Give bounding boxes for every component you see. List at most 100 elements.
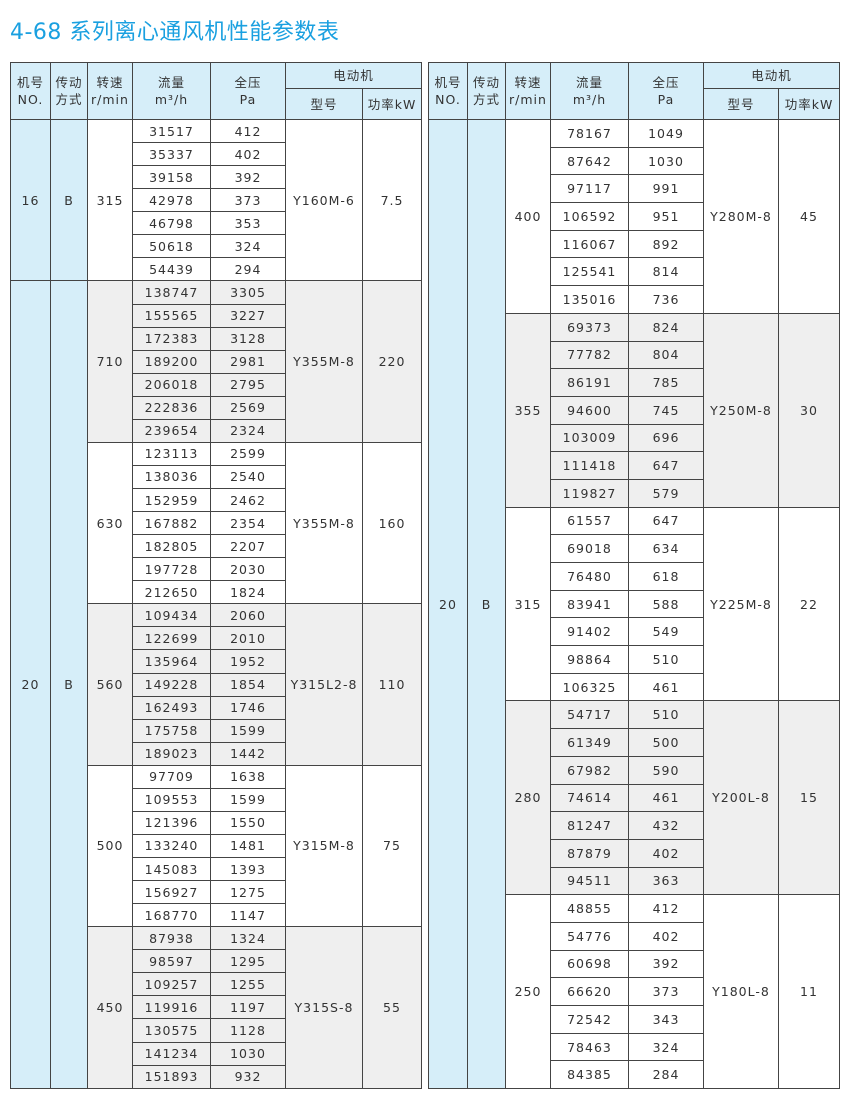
- pressure: 647: [628, 506, 704, 536]
- pressure: 618: [628, 562, 704, 591]
- pressure: 1147: [210, 903, 286, 928]
- flow: 116067: [550, 229, 629, 259]
- flow: 54717: [550, 700, 629, 730]
- flow: 212650: [132, 580, 211, 605]
- drive-type: B: [50, 118, 88, 282]
- header-pressure-label: 全压: [652, 75, 680, 90]
- header-drive-label: 传动: [55, 75, 83, 90]
- pressure: 392: [628, 949, 704, 979]
- flow: 197728: [132, 557, 211, 582]
- header-model: 型号: [703, 88, 779, 120]
- motor-model: Y315L2-8: [285, 603, 363, 766]
- speed: 450: [87, 926, 133, 1089]
- flow: 67982: [550, 755, 629, 785]
- pressure: 3305: [210, 280, 286, 305]
- flow: 133240: [132, 833, 211, 859]
- pressure: 324: [210, 234, 286, 259]
- header-no-label: 机号: [434, 75, 462, 90]
- header-speed-unit: r/min: [91, 92, 129, 107]
- speed: 280: [505, 700, 551, 896]
- flow: 94511: [550, 866, 629, 896]
- flow: 86191: [550, 368, 629, 397]
- flow: 66620: [550, 977, 629, 1006]
- flow: 69018: [550, 534, 629, 563]
- header-motor: 电动机: [284, 62, 423, 89]
- motor-model: Y315S-8: [285, 926, 363, 1089]
- header-no-label: 机号: [16, 75, 44, 90]
- pressure: 951: [628, 202, 704, 231]
- table-row: 630 123113 2599 Y355M-8 160: [10, 441, 423, 605]
- flow: 77782: [550, 340, 629, 370]
- flow: 54776: [550, 921, 629, 951]
- pressure: 1599: [210, 787, 286, 812]
- pressure: 814: [628, 257, 704, 287]
- motor-model: Y160M-6: [285, 118, 363, 282]
- pressure: 432: [628, 811, 704, 840]
- motor-power: 22: [777, 506, 841, 702]
- header-flow: 流量 m³/h: [550, 62, 629, 120]
- motor-power: 45: [777, 119, 841, 314]
- performance-table-right: 机号 NO. 传动 方式 转速 r/min 流量 m³/h 全压 Pa 电动机 型号 功率k…: [428, 62, 841, 1090]
- flow: 50618: [132, 234, 211, 259]
- pressure: 412: [210, 118, 286, 144]
- fan-no: 16: [10, 118, 51, 282]
- table-row: 450 87938 1324 Y315S-8 55: [10, 926, 423, 1089]
- drive-type: B: [50, 280, 88, 1089]
- header-speed: 转速 r/min: [505, 62, 551, 120]
- pressure: 804: [628, 340, 704, 370]
- flow: 87879: [550, 838, 629, 868]
- pressure: 2207: [210, 534, 286, 559]
- flow: 76480: [550, 562, 629, 591]
- pressure: 932: [210, 1064, 286, 1089]
- pressure: 2060: [210, 603, 286, 628]
- flow: 69373: [550, 312, 629, 342]
- header-power: 功率kW: [777, 88, 841, 120]
- header-speed-label: 转速: [96, 75, 124, 90]
- motor-power: 75: [361, 764, 423, 928]
- pressure: 579: [628, 478, 704, 508]
- flow: 111418: [550, 451, 629, 480]
- flow: 87642: [550, 146, 629, 176]
- pressure: 824: [628, 312, 704, 342]
- speed: 315: [87, 118, 133, 282]
- fan-no: 20: [428, 118, 468, 1090]
- pressure: 2795: [210, 372, 286, 397]
- pressure: 745: [628, 395, 704, 425]
- header-speed-label: 转速: [514, 75, 542, 90]
- pressure: 392: [210, 165, 286, 190]
- pressure: 1746: [210, 695, 286, 720]
- speed: 355: [505, 312, 551, 508]
- pressure: 1030: [628, 146, 704, 176]
- header-flow-unit: m³/h: [572, 92, 607, 107]
- pressure: 2030: [210, 557, 286, 582]
- header-flow-label: 流量: [157, 75, 185, 90]
- pressure: 590: [628, 755, 704, 785]
- flow: 141234: [132, 1041, 211, 1066]
- speed: 400: [505, 119, 551, 314]
- flow: 222836: [132, 395, 211, 420]
- flow: 60698: [550, 949, 629, 979]
- motor-power: 220: [361, 280, 423, 443]
- header-pressure-unit: Pa: [657, 92, 675, 107]
- pressure: 2540: [210, 464, 286, 490]
- flow: 145083: [132, 856, 211, 882]
- header-flow: 流量 m³/h: [132, 62, 211, 120]
- flow: 83941: [550, 589, 629, 619]
- flow: 189200: [132, 349, 211, 374]
- pressure: 1275: [210, 880, 286, 905]
- flow: 123113: [132, 441, 211, 466]
- pressure: 363: [628, 866, 704, 896]
- motor-model: Y280M-8: [703, 119, 779, 314]
- motor-power: 55: [361, 926, 423, 1089]
- flow: 54439: [132, 257, 211, 282]
- flow: 125541: [550, 257, 629, 287]
- flow: 152959: [132, 487, 211, 513]
- flow: 130575: [132, 1018, 211, 1043]
- pressure: 1030: [210, 1041, 286, 1066]
- pressure: 647: [628, 451, 704, 480]
- performance-table-left: 机号 NO. 传动 方式 转速 r/min 流量 m³/h 全压 Pa 电动机 型号 功率k…: [10, 62, 423, 1089]
- pressure: 1599: [210, 718, 286, 743]
- flow: 39158: [132, 165, 211, 190]
- header-motor: 电动机: [702, 62, 841, 89]
- flow: 61349: [550, 728, 629, 757]
